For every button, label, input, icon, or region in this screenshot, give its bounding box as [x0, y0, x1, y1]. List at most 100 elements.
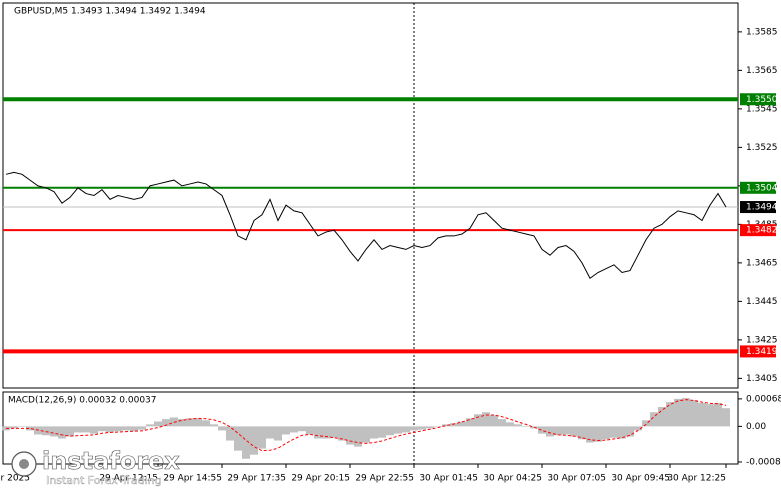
macd-bar — [106, 426, 114, 433]
macd-bar — [298, 426, 306, 432]
y-tick-label: 1.3525 — [746, 143, 778, 153]
macd-bar — [242, 426, 250, 459]
macd-bar — [138, 426, 146, 430]
macd-bar — [266, 426, 274, 439]
macd-title: MACD(12,26,9) 0.00032 0.00037 — [8, 396, 157, 406]
y-tick-label: 1.3405 — [746, 374, 778, 384]
macd-bar — [426, 426, 434, 429]
macd-bar — [314, 426, 322, 439]
macd-bar — [322, 426, 330, 439]
macd-bar — [386, 426, 394, 436]
x-tick-label: 29 Apr 2025 — [0, 474, 30, 484]
signal-line — [6, 399, 727, 452]
macd-bar — [98, 426, 106, 432]
macd-bar — [402, 426, 410, 433]
y-tick-label: 1.3545 — [746, 104, 778, 114]
macd-bar — [722, 408, 730, 427]
macd-bar — [514, 424, 522, 427]
macd-bar — [18, 426, 26, 427]
x-tick-label: 29 Apr 12:15 — [99, 474, 158, 484]
y-tick-label: 1.3565 — [746, 66, 778, 76]
macd-bar — [410, 426, 418, 431]
current-price-box — [740, 201, 776, 214]
macd-bar — [186, 418, 194, 427]
x-tick-label: 29 Apr 14:55 — [163, 474, 222, 484]
y-tick-label: 1.3425 — [746, 335, 778, 345]
current-price-label: 1.3494 — [746, 203, 778, 213]
x-tick-label: 29 Apr 20:15 — [291, 474, 350, 484]
macd-bar — [634, 426, 642, 431]
macd-bar — [250, 426, 258, 455]
macd-bar — [194, 418, 202, 427]
macd-bar — [570, 426, 578, 437]
macd-bar — [522, 426, 530, 427]
macd-bar — [498, 419, 506, 427]
macd-bar — [362, 426, 370, 443]
macd-bar — [178, 419, 186, 427]
level-label-box — [740, 345, 776, 358]
macd-bar — [698, 402, 706, 427]
macd-bar — [306, 426, 314, 435]
macd-bar — [490, 415, 498, 427]
macd-bar — [450, 423, 458, 427]
macd-bar — [346, 426, 354, 445]
macd-bar — [154, 421, 162, 427]
macd-bar — [546, 426, 554, 437]
macd-bar — [234, 426, 242, 451]
macd-bar — [58, 426, 66, 439]
macd-bar — [114, 426, 122, 432]
macd-bar — [618, 426, 626, 439]
macd-bar — [42, 426, 50, 436]
macd-bar — [146, 424, 154, 427]
x-tick-label: 30 Apr 12:25 — [667, 474, 726, 484]
logo-text: instaforex — [42, 447, 180, 475]
macd-bar — [666, 402, 674, 427]
macd-bar — [506, 422, 514, 427]
macd-bar — [418, 426, 426, 430]
macd-bar — [714, 402, 722, 427]
x-tick-label: 30 Apr 04:25 — [483, 474, 542, 484]
macd-bar — [538, 426, 546, 434]
macd-bar — [674, 398, 682, 427]
y-tick-label: 0.00068 — [746, 394, 781, 404]
macd-bar — [210, 424, 218, 427]
macd-bar — [482, 412, 490, 427]
macd-bar — [226, 426, 234, 441]
x-tick-label: 29 Apr 22:55 — [355, 474, 414, 484]
macd-bar — [642, 420, 650, 427]
macd-bar — [626, 426, 634, 437]
macd-bar — [690, 400, 698, 427]
macd-bar — [610, 426, 618, 438]
macd-bar — [706, 404, 714, 427]
macd-bar — [330, 426, 338, 438]
macd-bar — [290, 426, 298, 433]
price-line — [5, 171, 727, 280]
macd-bar — [282, 426, 290, 435]
macd-bar — [202, 420, 210, 427]
macd-bar — [650, 412, 658, 427]
macd-bar — [562, 426, 570, 435]
y-tick-label: 0.00 — [746, 422, 766, 432]
macd-bar — [354, 426, 362, 447]
macd-bar — [586, 426, 594, 443]
x-tick-label: 29 Apr 17:35 — [227, 474, 286, 484]
x-tick-label: 30 Apr 07:05 — [547, 474, 606, 484]
y-tick-label: 1.3445 — [746, 297, 778, 307]
logo-tagline: Instant Forex Trading — [46, 474, 162, 487]
macd-bar — [130, 426, 138, 432]
macd-bar — [474, 414, 482, 427]
macd-bar — [554, 426, 562, 436]
macd-bar — [82, 426, 90, 433]
macd-bar — [50, 426, 58, 437]
macd-bar — [66, 426, 74, 437]
macd-bar — [682, 398, 690, 427]
macd-bar — [258, 426, 266, 449]
macd-bar — [458, 421, 466, 427]
macd-bar — [122, 426, 130, 431]
macd-bar — [218, 426, 226, 431]
macd-bar — [578, 426, 586, 440]
x-tick-label: 30 Apr 09:45 — [611, 474, 670, 484]
logo: instaforex Instant Forex Trading — [11, 447, 181, 487]
macd-bar — [594, 426, 602, 442]
